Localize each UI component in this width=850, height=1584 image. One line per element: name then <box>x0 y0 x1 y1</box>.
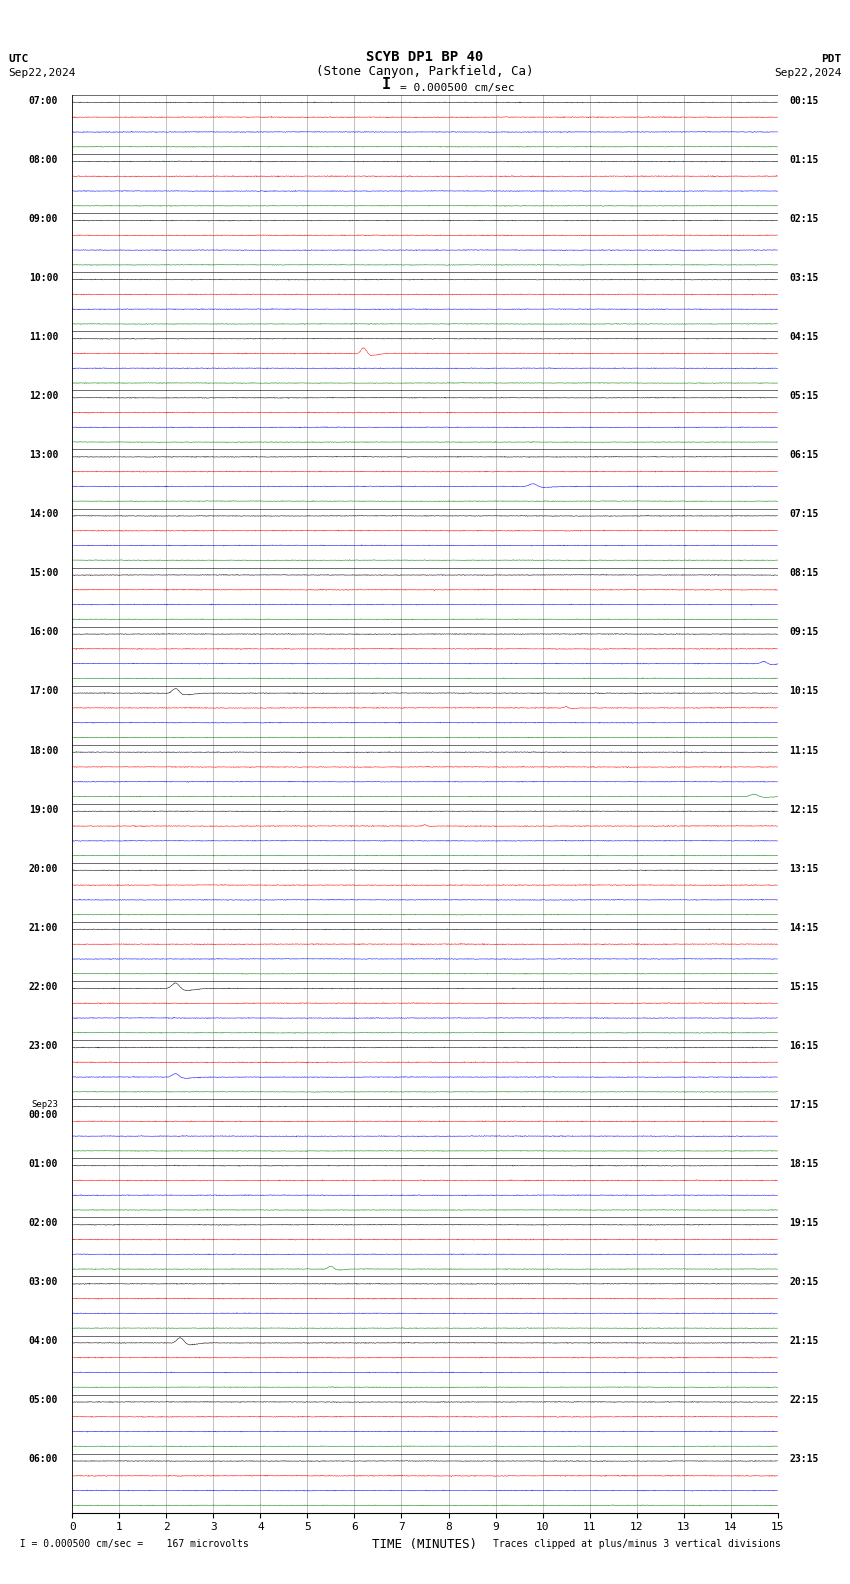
Text: 08:00: 08:00 <box>29 155 58 165</box>
Text: 17:00: 17:00 <box>29 686 58 697</box>
Text: 10:00: 10:00 <box>29 272 58 284</box>
Text: = 0.000500 cm/sec: = 0.000500 cm/sec <box>400 82 514 92</box>
Text: 06:15: 06:15 <box>790 450 819 461</box>
Text: 02:15: 02:15 <box>790 214 819 223</box>
Text: Sep22,2024: Sep22,2024 <box>774 68 842 78</box>
Text: 13:00: 13:00 <box>29 450 58 461</box>
Text: 09:15: 09:15 <box>790 627 819 637</box>
Text: 13:15: 13:15 <box>790 863 819 874</box>
Text: 21:15: 21:15 <box>790 1337 819 1346</box>
Text: 20:00: 20:00 <box>29 863 58 874</box>
Text: 17:15: 17:15 <box>790 1099 819 1110</box>
Text: 05:00: 05:00 <box>29 1396 58 1405</box>
Text: 05:15: 05:15 <box>790 391 819 401</box>
Text: 14:00: 14:00 <box>29 510 58 520</box>
Text: 21:00: 21:00 <box>29 923 58 933</box>
Text: 12:00: 12:00 <box>29 391 58 401</box>
X-axis label: TIME (MINUTES): TIME (MINUTES) <box>372 1538 478 1551</box>
Text: UTC: UTC <box>8 54 29 63</box>
Text: 01:15: 01:15 <box>790 155 819 165</box>
Text: 14:15: 14:15 <box>790 923 819 933</box>
Text: 02:00: 02:00 <box>29 1218 58 1228</box>
Text: 01:00: 01:00 <box>29 1159 58 1169</box>
Text: 16:15: 16:15 <box>790 1041 819 1050</box>
Text: I: I <box>382 78 391 92</box>
Text: 19:15: 19:15 <box>790 1218 819 1228</box>
Text: (Stone Canyon, Parkfield, Ca): (Stone Canyon, Parkfield, Ca) <box>316 65 534 78</box>
Text: 16:00: 16:00 <box>29 627 58 637</box>
Text: 00:00: 00:00 <box>29 1109 58 1120</box>
Text: 03:00: 03:00 <box>29 1277 58 1288</box>
Text: PDT: PDT <box>821 54 842 63</box>
Text: SCYB DP1 BP 40: SCYB DP1 BP 40 <box>366 51 484 63</box>
Text: 04:00: 04:00 <box>29 1337 58 1346</box>
Text: 07:15: 07:15 <box>790 510 819 520</box>
Text: 00:15: 00:15 <box>790 95 819 106</box>
Text: 12:15: 12:15 <box>790 805 819 814</box>
Text: 08:15: 08:15 <box>790 569 819 578</box>
Text: 09:00: 09:00 <box>29 214 58 223</box>
Text: 11:15: 11:15 <box>790 746 819 756</box>
Text: Sep22,2024: Sep22,2024 <box>8 68 76 78</box>
Text: 06:00: 06:00 <box>29 1454 58 1464</box>
Text: 22:00: 22:00 <box>29 982 58 992</box>
Text: 04:15: 04:15 <box>790 333 819 342</box>
Text: 15:15: 15:15 <box>790 982 819 992</box>
Text: 03:15: 03:15 <box>790 272 819 284</box>
Text: 19:00: 19:00 <box>29 805 58 814</box>
Text: I = 0.000500 cm/sec =    167 microvolts: I = 0.000500 cm/sec = 167 microvolts <box>8 1540 249 1549</box>
Text: 15:00: 15:00 <box>29 569 58 578</box>
Text: 11:00: 11:00 <box>29 333 58 342</box>
Text: 22:15: 22:15 <box>790 1396 819 1405</box>
Text: 10:15: 10:15 <box>790 686 819 697</box>
Text: Traces clipped at plus/minus 3 vertical divisions: Traces clipped at plus/minus 3 vertical … <box>493 1540 781 1549</box>
Text: 23:15: 23:15 <box>790 1454 819 1464</box>
Text: 07:00: 07:00 <box>29 95 58 106</box>
Text: 20:15: 20:15 <box>790 1277 819 1288</box>
Text: 23:00: 23:00 <box>29 1041 58 1050</box>
Text: Sep23: Sep23 <box>31 1099 58 1109</box>
Text: 18:00: 18:00 <box>29 746 58 756</box>
Text: 18:15: 18:15 <box>790 1159 819 1169</box>
